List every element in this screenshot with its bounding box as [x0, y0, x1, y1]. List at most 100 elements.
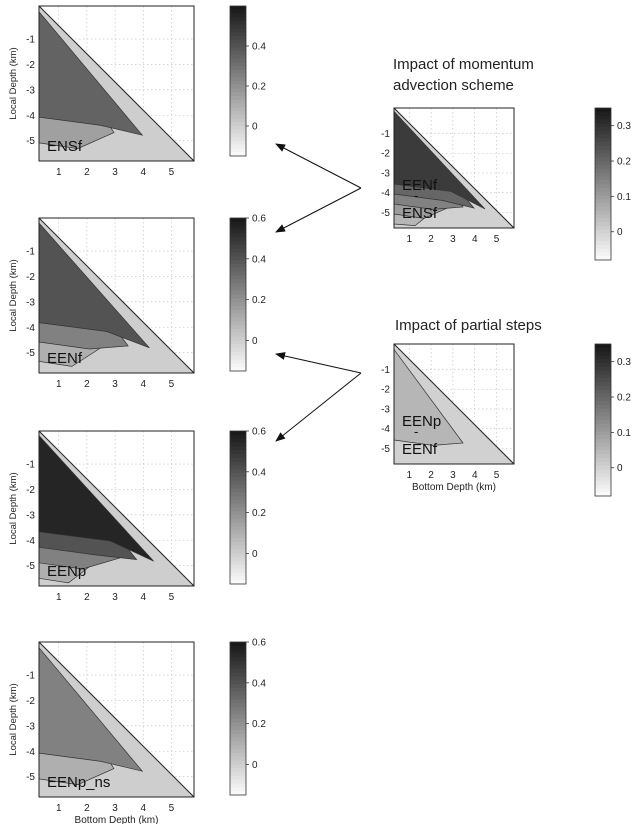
colorbar-swatch [230, 359, 246, 364]
colorbar-swatch [230, 336, 246, 341]
colorbar-tick-label: 0.4 [252, 254, 266, 265]
x-tick-label: 1 [56, 592, 62, 603]
colorbar-swatch [230, 741, 246, 746]
colorbar-tick-label: 0.6 [252, 427, 266, 438]
colorbar-swatch [230, 218, 246, 223]
x-tick-label: 2 [428, 234, 434, 245]
colorbar-swatch [595, 115, 611, 120]
panel-label: EENf [47, 350, 83, 367]
colorbar-swatch [230, 511, 246, 516]
axes-frame [38, 217, 195, 374]
colorbar-swatch [595, 442, 611, 448]
colorbar-swatch [595, 146, 611, 151]
colorbar-swatch [230, 21, 246, 26]
colorbar-swatch [230, 24, 246, 29]
panel-4: 1 2 3 4 5 -1 -2 -3 -4 -5 Local Depth (km) Bottom De… [8, 638, 266, 824]
y-tick-label: -2 [26, 272, 35, 283]
colorbar-swatch [595, 222, 611, 227]
x-tick-label: 5 [494, 234, 500, 245]
colorbar-swatch [230, 111, 246, 116]
colorbar-swatch [595, 206, 611, 212]
colorbar-swatch [595, 130, 611, 136]
colorbar-swatch [595, 461, 611, 467]
axes-frame [38, 430, 195, 587]
colorbar-swatch [230, 737, 246, 742]
contour-region [39, 10, 144, 136]
colorbar-swatch [230, 733, 246, 739]
panel-label: ENSf [47, 138, 83, 155]
colorbar-swatch [595, 427, 611, 432]
colorbar-swatch [595, 203, 611, 208]
colorbar-swatch [230, 302, 246, 307]
axes-frame [393, 107, 515, 229]
colorbar-swatch [595, 439, 611, 444]
panel-label: EENf [402, 177, 438, 194]
colorbar-swatch [230, 668, 246, 674]
colorbar-swatch [595, 355, 611, 360]
x-tick-label: 3 [112, 379, 118, 390]
colorbar-swatch [230, 657, 246, 662]
x-tick-label: 5 [169, 592, 175, 603]
colorbar-swatch [230, 118, 246, 123]
colorbar-tick-label: 0.2 [252, 82, 266, 93]
colorbar-swatch [230, 256, 246, 261]
colorbar-swatch [230, 344, 246, 349]
colorbar-tick-label: 0.2 [617, 393, 631, 404]
colorbar-swatch [595, 454, 611, 459]
colorbar-tick-label: 0.1 [617, 192, 631, 203]
colorbar-swatch [230, 541, 246, 547]
colorbar-swatch [595, 214, 611, 219]
title-partial-steps: Impact of partial steps [395, 317, 542, 334]
x-tick-label: 5 [169, 167, 175, 178]
colorbar-swatch [595, 344, 611, 349]
colorbar-swatch [230, 480, 246, 486]
colorbar-swatch [230, 279, 246, 284]
colorbar-swatch [595, 446, 611, 451]
colorbar-swatch [230, 77, 246, 82]
colorbar-swatch [230, 126, 246, 131]
x-tick-label: 3 [450, 470, 456, 481]
colorbar-swatch [595, 412, 611, 417]
colorbar-swatch [595, 119, 611, 124]
colorbar-swatch [595, 458, 611, 463]
colorbar-swatch [230, 703, 246, 708]
colorbar: 0.3 0.2 0.1 0 [594, 107, 631, 261]
colorbar-swatch [595, 195, 611, 200]
colorbar-swatch [230, 787, 246, 792]
diagonal-line [38, 430, 195, 587]
x-tick-label: 1 [56, 379, 62, 390]
x-tick-label: 1 [56, 167, 62, 178]
colorbar-tick-label: 0.2 [617, 157, 631, 168]
x-tick-label: 4 [140, 592, 146, 603]
axes-frame [38, 641, 195, 798]
colorbar-swatch [230, 507, 246, 512]
colorbar-swatch [230, 28, 246, 33]
colorbar-swatch [230, 653, 246, 658]
y-tick-label: -1 [26, 247, 35, 258]
colorbar-swatch [230, 144, 246, 149]
colorbar-swatch [230, 88, 246, 93]
colorbar-swatch [230, 530, 246, 535]
colorbar-swatch [230, 47, 246, 52]
y-tick-label: -3 [26, 85, 35, 96]
arrow-connector [275, 352, 362, 374]
colorbar-swatch [230, 772, 246, 777]
colorbar-swatch [230, 476, 246, 482]
y-tick-label: -2 [381, 149, 390, 160]
colorbar-swatch [230, 248, 246, 253]
colorbar-swatch [595, 385, 611, 391]
arrow-connector [275, 143, 362, 189]
colorbar-swatch [230, 43, 246, 48]
colorbar-swatch [230, 225, 246, 230]
x-tick-label: 4 [140, 167, 146, 178]
colorbar-swatch [230, 260, 246, 265]
y-tick-label: -1 [26, 671, 35, 682]
colorbar-swatch [230, 442, 246, 447]
colorbar-swatch [230, 718, 246, 723]
colorbar-swatch [230, 496, 246, 501]
colorbar-swatch [595, 404, 611, 410]
x-tick-label: 1 [406, 234, 412, 245]
colorbar-swatch [230, 233, 246, 238]
